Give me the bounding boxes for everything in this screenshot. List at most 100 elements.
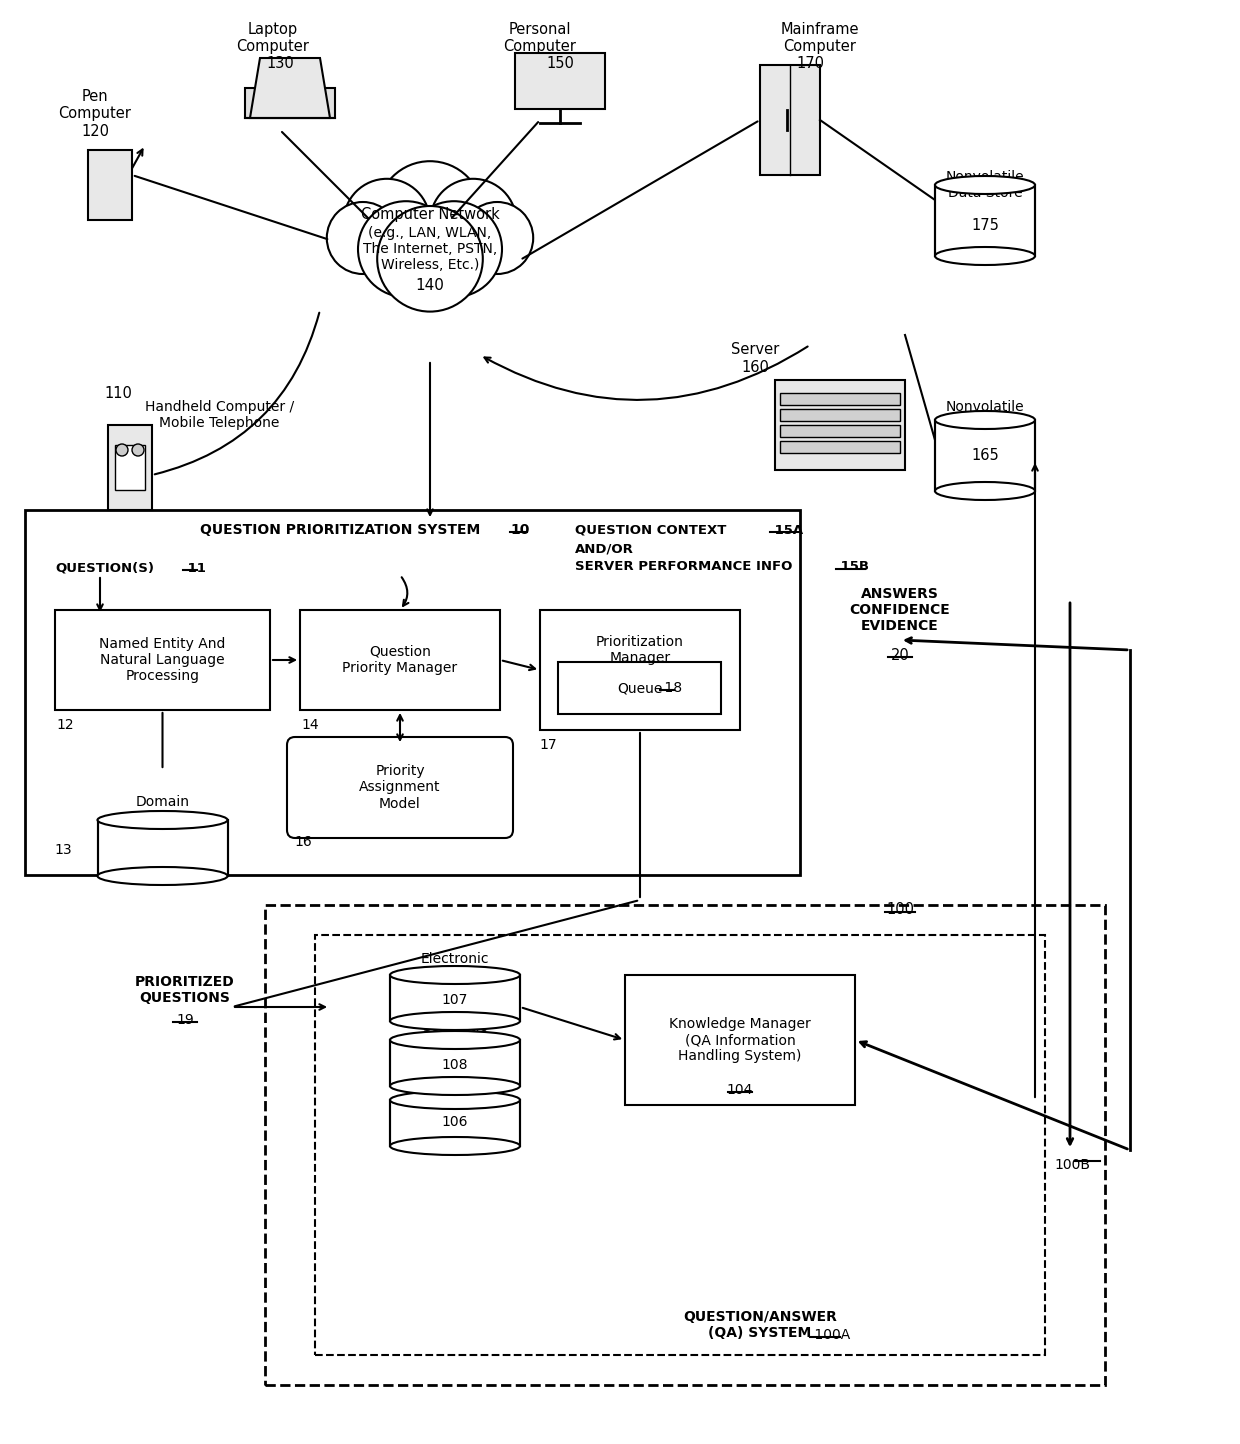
Ellipse shape (391, 1031, 520, 1048)
Bar (515, 53, 605, 108)
Polygon shape (250, 58, 330, 118)
Bar (108, 425, 153, 510)
Circle shape (377, 162, 482, 267)
Bar (300, 609, 500, 710)
Text: Laptop
Computer: Laptop Computer (237, 22, 310, 55)
Text: 108: 108 (441, 1058, 469, 1071)
Text: 106: 106 (441, 1115, 469, 1129)
Bar (88, 150, 131, 219)
Bar (246, 88, 335, 118)
Text: Pen
Computer: Pen Computer (58, 88, 131, 121)
Text: 110: 110 (104, 387, 131, 401)
Bar (391, 975, 520, 1021)
Text: Queue: Queue (616, 682, 662, 695)
Bar (775, 380, 905, 469)
Text: Prioritization
Manager: Prioritization Manager (596, 635, 684, 666)
Text: Named Entity And
Natural Language
Processing: Named Entity And Natural Language Proces… (99, 637, 226, 683)
Text: 100B: 100B (1054, 1158, 1090, 1173)
Bar (539, 609, 740, 731)
Circle shape (327, 202, 399, 274)
Text: QUESTION PRIORITIZATION SYSTEM: QUESTION PRIORITIZATION SYSTEM (200, 523, 480, 537)
Ellipse shape (391, 1092, 520, 1109)
Text: Domain
Dictionary: Domain Dictionary (126, 794, 198, 825)
Circle shape (131, 443, 144, 456)
Ellipse shape (391, 1077, 520, 1095)
Text: 15A: 15A (770, 524, 804, 537)
Text: QUESTION(S): QUESTION(S) (55, 562, 154, 575)
Text: 160: 160 (742, 361, 769, 375)
Text: 15B: 15B (836, 560, 869, 573)
Bar (935, 185, 1035, 256)
Ellipse shape (391, 1012, 520, 1030)
Bar (25, 510, 800, 875)
Text: Mainframe
Computer: Mainframe Computer (781, 22, 859, 55)
Circle shape (377, 206, 482, 312)
Circle shape (405, 201, 502, 297)
Text: Knowledge
Base: Knowledge Base (417, 1074, 494, 1105)
Circle shape (117, 443, 128, 456)
Ellipse shape (935, 412, 1035, 429)
Text: 14: 14 (301, 718, 319, 732)
Text: Server: Server (730, 342, 779, 358)
Ellipse shape (935, 176, 1035, 193)
Ellipse shape (935, 247, 1035, 266)
Text: QUESTION/ANSWER
(QA) SYSTEM: QUESTION/ANSWER (QA) SYSTEM (683, 1310, 837, 1340)
Bar (115, 445, 145, 490)
Text: ANSWERS
CONFIDENCE
EVIDENCE: ANSWERS CONFIDENCE EVIDENCE (849, 586, 950, 634)
Text: 104: 104 (727, 1083, 753, 1097)
Bar (391, 1040, 520, 1086)
Text: Wireless, Etc.): Wireless, Etc.) (381, 258, 479, 271)
Text: 107: 107 (441, 993, 469, 1006)
Text: Priority
Assignment
Model: Priority Assignment Model (360, 764, 440, 810)
Text: (e.g., LAN, WLAN,: (e.g., LAN, WLAN, (368, 227, 491, 240)
Ellipse shape (98, 866, 227, 885)
Text: QUESTION CONTEXT: QUESTION CONTEXT (575, 524, 727, 537)
Text: 130: 130 (267, 56, 294, 72)
Text: Personal
Computer: Personal Computer (503, 22, 577, 55)
Circle shape (430, 179, 516, 266)
Text: 19: 19 (176, 1014, 193, 1027)
Ellipse shape (391, 1136, 520, 1155)
Bar (780, 440, 900, 453)
Bar (391, 1100, 520, 1147)
Bar (780, 409, 900, 422)
Text: The Internet, PSTN,: The Internet, PSTN, (363, 243, 497, 256)
FancyBboxPatch shape (286, 736, 513, 838)
Text: 11: 11 (184, 562, 206, 575)
Text: 17: 17 (539, 738, 557, 752)
Text: Question
Priority Manager: Question Priority Manager (342, 645, 458, 676)
Bar (315, 936, 1045, 1354)
Text: 10: 10 (510, 523, 529, 537)
Text: Semantic
Data: Semantic Data (423, 1019, 487, 1050)
Text: 20: 20 (890, 647, 909, 663)
Ellipse shape (98, 812, 227, 829)
Text: Electronic
Documents: Electronic Documents (415, 952, 495, 982)
Text: 18: 18 (660, 682, 682, 695)
Ellipse shape (391, 966, 520, 983)
Text: PRIORITIZED
QUESTIONS: PRIORITIZED QUESTIONS (135, 975, 234, 1005)
Text: 140: 140 (415, 277, 444, 293)
Ellipse shape (935, 482, 1035, 500)
Text: 100A: 100A (810, 1328, 851, 1341)
Text: 13: 13 (55, 843, 72, 856)
Bar (558, 661, 720, 713)
Text: 165: 165 (971, 448, 999, 462)
Bar (760, 65, 820, 175)
Bar (935, 420, 1035, 491)
Text: Handheld Computer /
Mobile Telephone: Handheld Computer / Mobile Telephone (145, 400, 294, 430)
Text: 170: 170 (796, 56, 825, 72)
Text: Nonvolatile
Data Store: Nonvolatile Data Store (946, 170, 1024, 201)
Circle shape (461, 202, 533, 274)
Text: 100: 100 (887, 902, 914, 917)
Bar (625, 975, 856, 1105)
Text: 175: 175 (971, 218, 999, 232)
Text: Knowledge Manager
(QA Information
Handling System): Knowledge Manager (QA Information Handli… (670, 1017, 811, 1063)
Text: AND/OR: AND/OR (575, 543, 634, 556)
Text: SERVER PERFORMANCE INFO: SERVER PERFORMANCE INFO (575, 560, 792, 573)
Bar (780, 393, 900, 404)
Circle shape (358, 201, 454, 297)
Bar (98, 820, 227, 877)
Text: 16: 16 (294, 835, 312, 849)
Text: 150: 150 (546, 55, 574, 71)
Text: 12: 12 (56, 718, 74, 732)
